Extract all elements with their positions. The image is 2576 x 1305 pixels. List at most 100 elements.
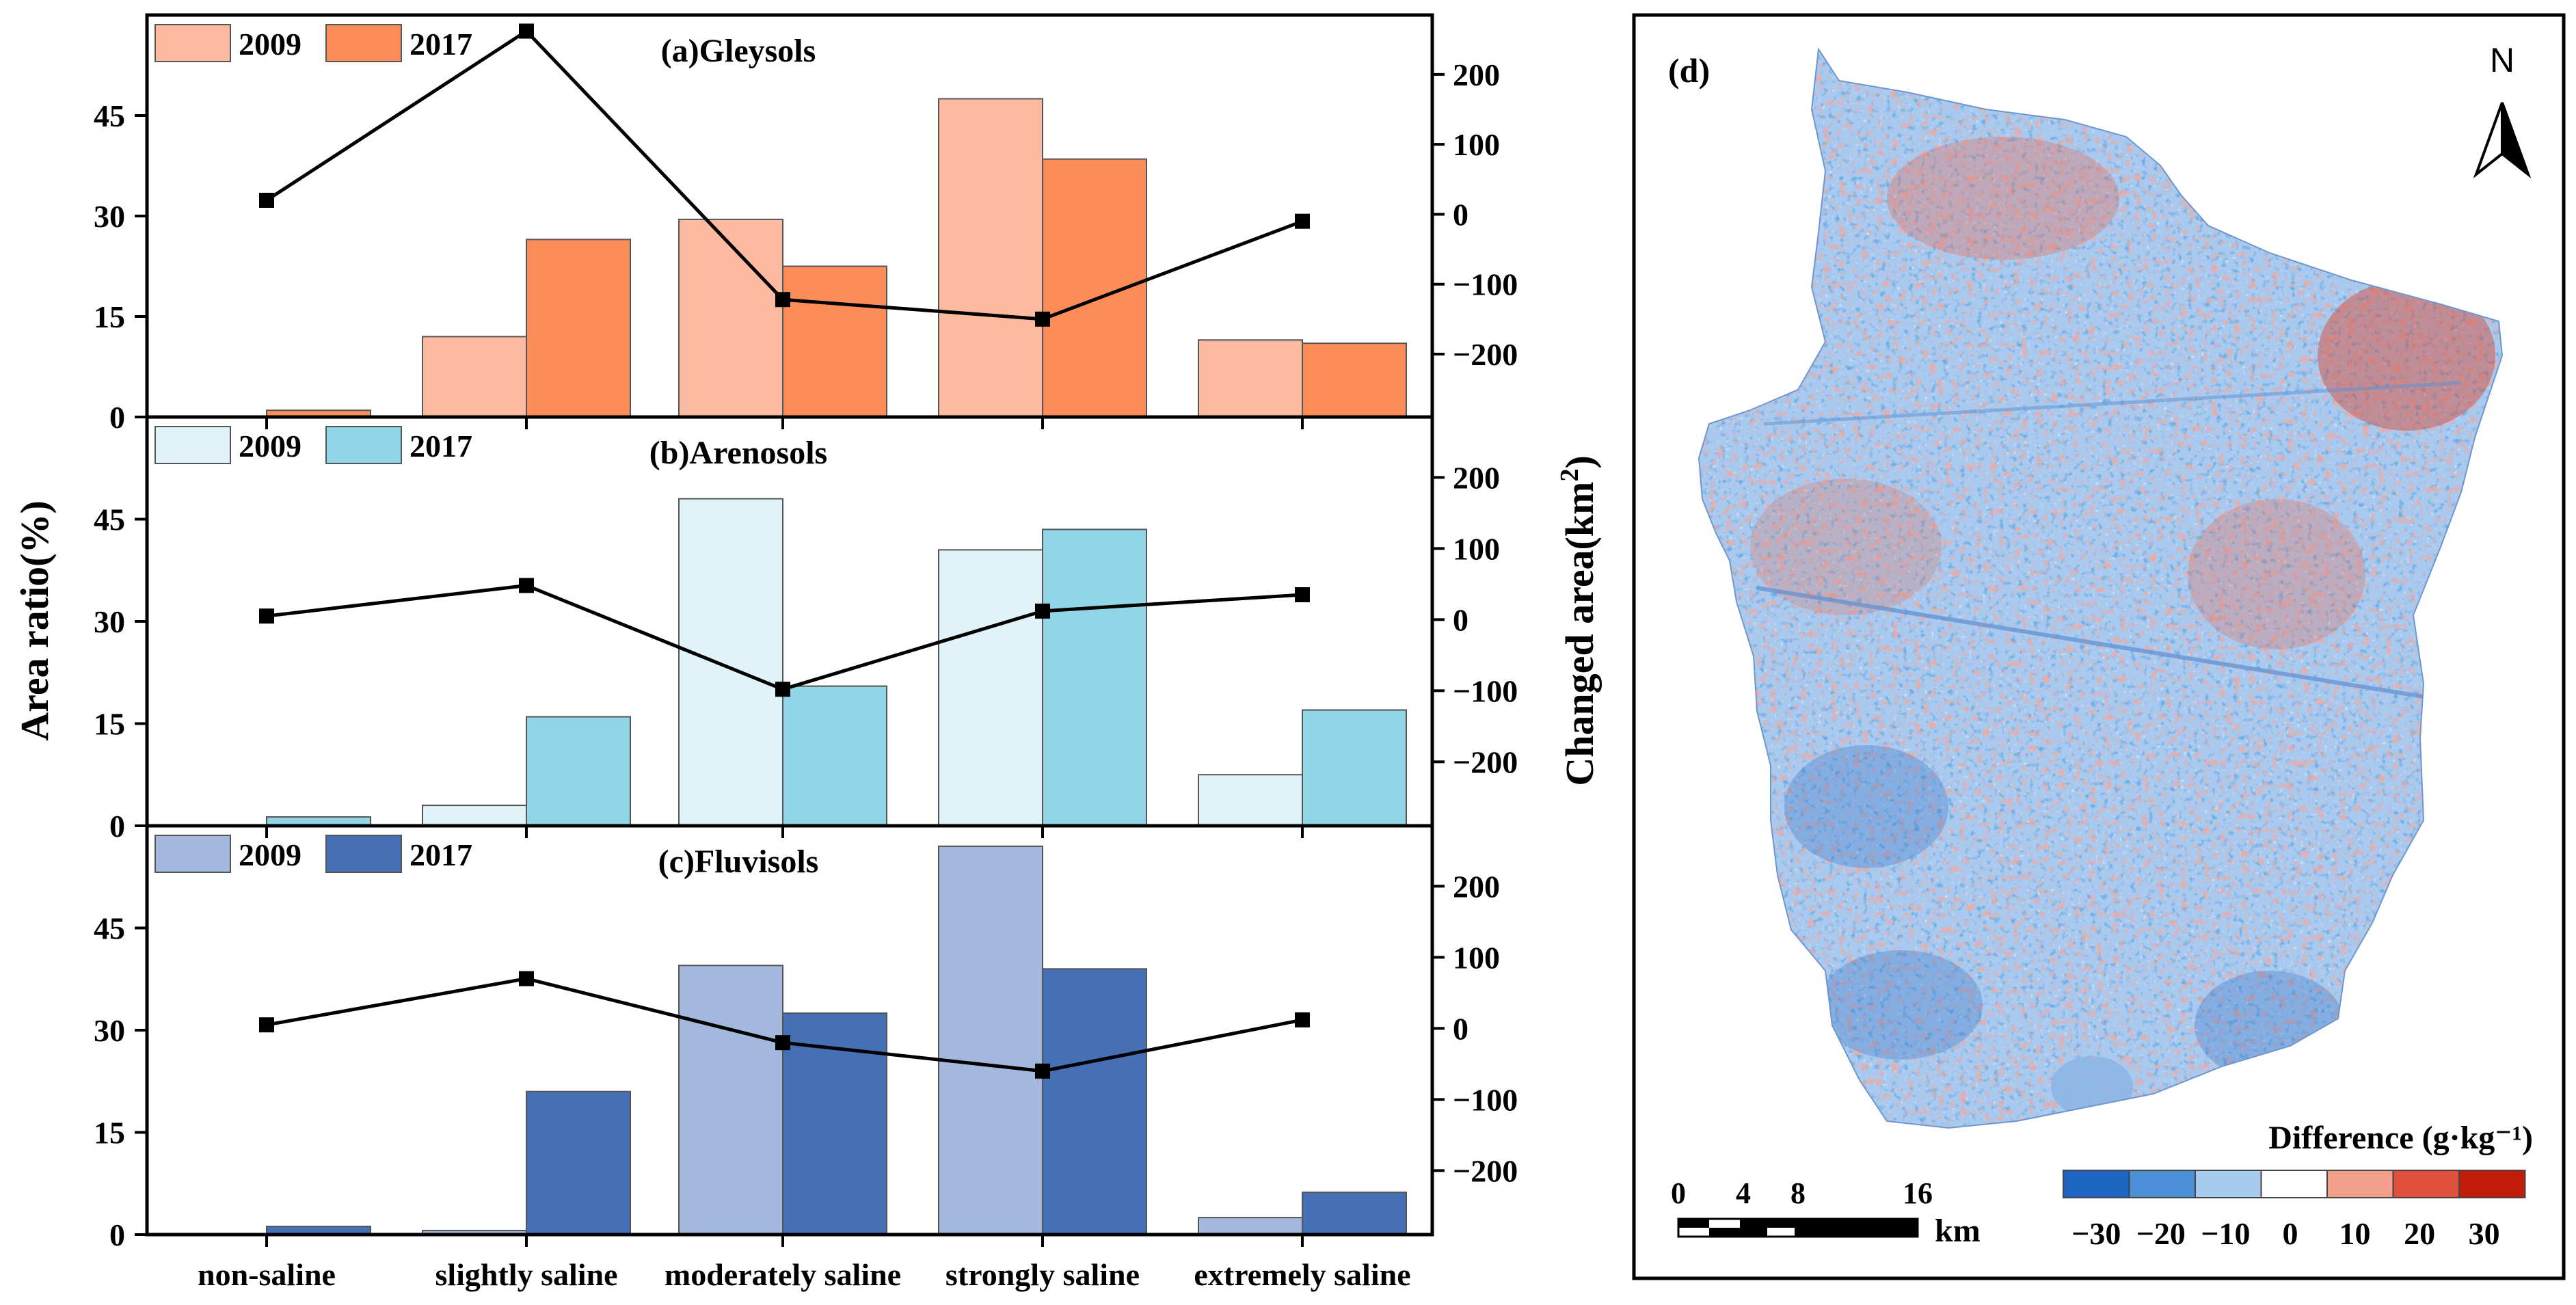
legend-swatch-6 — [2458, 1170, 2526, 1198]
y2tick-label-a-0: 200 — [1453, 57, 1500, 92]
point-a-3 — [1035, 311, 1050, 327]
point-b-0 — [259, 608, 274, 624]
point-a-2 — [775, 292, 790, 308]
point-c-2 — [775, 1035, 790, 1051]
legend-swatch-b-2017 — [325, 426, 402, 464]
bar-c-2009-4 — [1198, 1217, 1303, 1236]
legend-swatch-a-2009 — [155, 24, 231, 62]
point-c-1 — [519, 971, 534, 986]
y2tick-label-b-0: 200 — [1453, 460, 1500, 495]
legend-tick-3: 0 — [2282, 1216, 2298, 1251]
legend-tick-1: −20 — [2136, 1216, 2186, 1251]
point-a-4 — [1295, 213, 1310, 229]
y2tick-label-b-4: −200 — [1453, 744, 1518, 779]
legend-swatch-b-2009 — [155, 426, 231, 464]
y-axis-label: Area ratio(%) — [12, 500, 57, 741]
bar-c-2017-3 — [1042, 968, 1147, 1236]
map-panel-label: (d) — [1668, 51, 1710, 90]
bar-a-2017-1 — [526, 239, 631, 418]
north-label: N — [2490, 41, 2514, 79]
panel-title-c: (c)Fluvisols — [658, 844, 819, 880]
legend-tick-2: −10 — [2201, 1216, 2250, 1251]
y2tick-label-c-1: 100 — [1453, 940, 1500, 975]
ytick-label-b-1: 15 — [94, 707, 125, 742]
bar-b-2009-3 — [938, 549, 1043, 826]
point-b-1 — [519, 578, 534, 593]
y2tick-label-b-3: −100 — [1453, 673, 1518, 708]
bar-a-2017-2 — [782, 265, 887, 418]
y2tick-label-a-3: −100 — [1453, 267, 1518, 302]
legend-swatch-1 — [2128, 1170, 2196, 1198]
legend-label-a-2017: 2017 — [410, 27, 472, 62]
y2-axis-label: Changed area(km2) — [1555, 455, 1602, 786]
point-a-0 — [259, 192, 274, 208]
ytick-label-a-0: 0 — [109, 400, 125, 435]
bar-a-2009-3 — [938, 98, 1043, 418]
bar-line-charts: 0 15 30 45 200 100 0 −100 −200 2009 2017 (a)Gleysol… — [94, 13, 1518, 1292]
ytick-label-c-2: 30 — [94, 1013, 125, 1048]
ytick-label-a-2: 30 — [94, 199, 125, 234]
scale-bar: 0 4 8 16 km — [1671, 1176, 1981, 1249]
y2tick-label-c-0: 200 — [1453, 869, 1500, 904]
bar-b-2017-2 — [782, 685, 887, 827]
legend-swatch-3 — [2260, 1170, 2328, 1198]
difference-legend: Difference (g·kg⁻¹) −30 −20 −10 0 10 20 30 — [2063, 1120, 2533, 1251]
legend-label-b-2017: 2017 — [410, 429, 472, 463]
y2tick-label-b-2: 0 — [1453, 602, 1468, 637]
legend-label-c-2017: 2017 — [410, 837, 472, 872]
point-c-0 — [259, 1017, 274, 1033]
bar-b-2009-1 — [422, 805, 527, 826]
bar-a-2017-3 — [1042, 158, 1147, 418]
category-label-2: moderately saline — [665, 1257, 901, 1292]
legend-swatch-c-2009 — [155, 835, 231, 873]
panel-c: 0 15 30 45 200 100 0 −100 −200 2009 2017 (c)Fluviso… — [94, 824, 1518, 1252]
map-panel: (d) N 0 4 8 16 — [1632, 13, 2566, 1280]
bar-a-2009-2 — [678, 218, 783, 418]
bar-b-2017-1 — [526, 716, 631, 826]
y2tick-label-a-1: 100 — [1453, 127, 1500, 162]
legend-tick-4: 10 — [2339, 1216, 2371, 1251]
bar-b-2017-4 — [1302, 709, 1407, 826]
ytick-label-a-3: 45 — [94, 98, 125, 133]
legend-label-b-2009: 2009 — [239, 429, 301, 463]
category-label-0: non-saline — [198, 1257, 336, 1292]
y2tick-label-a-2: 0 — [1453, 197, 1468, 232]
legend-swatch-2 — [2195, 1170, 2262, 1198]
scale-unit: km — [1935, 1213, 1981, 1249]
legend-swatch-4 — [2326, 1170, 2394, 1198]
point-c-4 — [1295, 1012, 1310, 1027]
scale-tick-4: 4 — [1736, 1176, 1751, 1210]
legend-swatch-0 — [2063, 1170, 2130, 1198]
legend-swatch-a-2017 — [325, 24, 402, 62]
ytick-label-c-1: 15 — [94, 1116, 125, 1151]
legend-label-a-2009: 2009 — [239, 27, 301, 62]
y2tick-label-b-1: 100 — [1453, 531, 1500, 566]
north-arrow-icon: N — [2473, 41, 2532, 178]
category-label-3: strongly saline — [945, 1257, 1140, 1292]
ytick-label-b-0: 0 — [109, 809, 125, 844]
y2tick-label-c-4: −200 — [1453, 1153, 1518, 1188]
point-b-4 — [1295, 587, 1310, 602]
point-b-3 — [1035, 603, 1050, 619]
bar-b-2009-4 — [1198, 774, 1303, 826]
scale-tick-16: 16 — [1903, 1176, 1933, 1210]
bar-c-2017-2 — [782, 1012, 887, 1236]
legend-title: Difference (g·kg⁻¹) — [2268, 1120, 2533, 1156]
point-b-2 — [775, 682, 790, 697]
panel-a: 0 15 30 45 200 100 0 −100 −200 2009 2017 (a)Gleysol… — [94, 13, 1518, 435]
y2-axis-label-sup: 2 — [1555, 469, 1584, 482]
bar-a-2017-4 — [1302, 342, 1407, 418]
panel-title-b: (b)Arenosols — [649, 435, 827, 471]
point-c-3 — [1035, 1063, 1050, 1079]
legend-label-c-2009: 2009 — [239, 837, 301, 872]
ytick-label-a-1: 15 — [94, 299, 125, 334]
legend-tick-5: 20 — [2404, 1216, 2435, 1251]
bar-c-2009-2 — [678, 965, 783, 1235]
y2-axis-label-main: Changed area(km — [1557, 482, 1602, 786]
legend-swatch-c-2017 — [325, 835, 402, 873]
bar-c-2017-4 — [1302, 1192, 1407, 1235]
y2tick-label-c-2: 0 — [1453, 1011, 1468, 1046]
ytick-label-b-2: 30 — [94, 604, 125, 639]
panel-b: 0 15 30 45 200 100 0 −100 −200 2009 2017 (b)Arenoso… — [94, 415, 1518, 844]
